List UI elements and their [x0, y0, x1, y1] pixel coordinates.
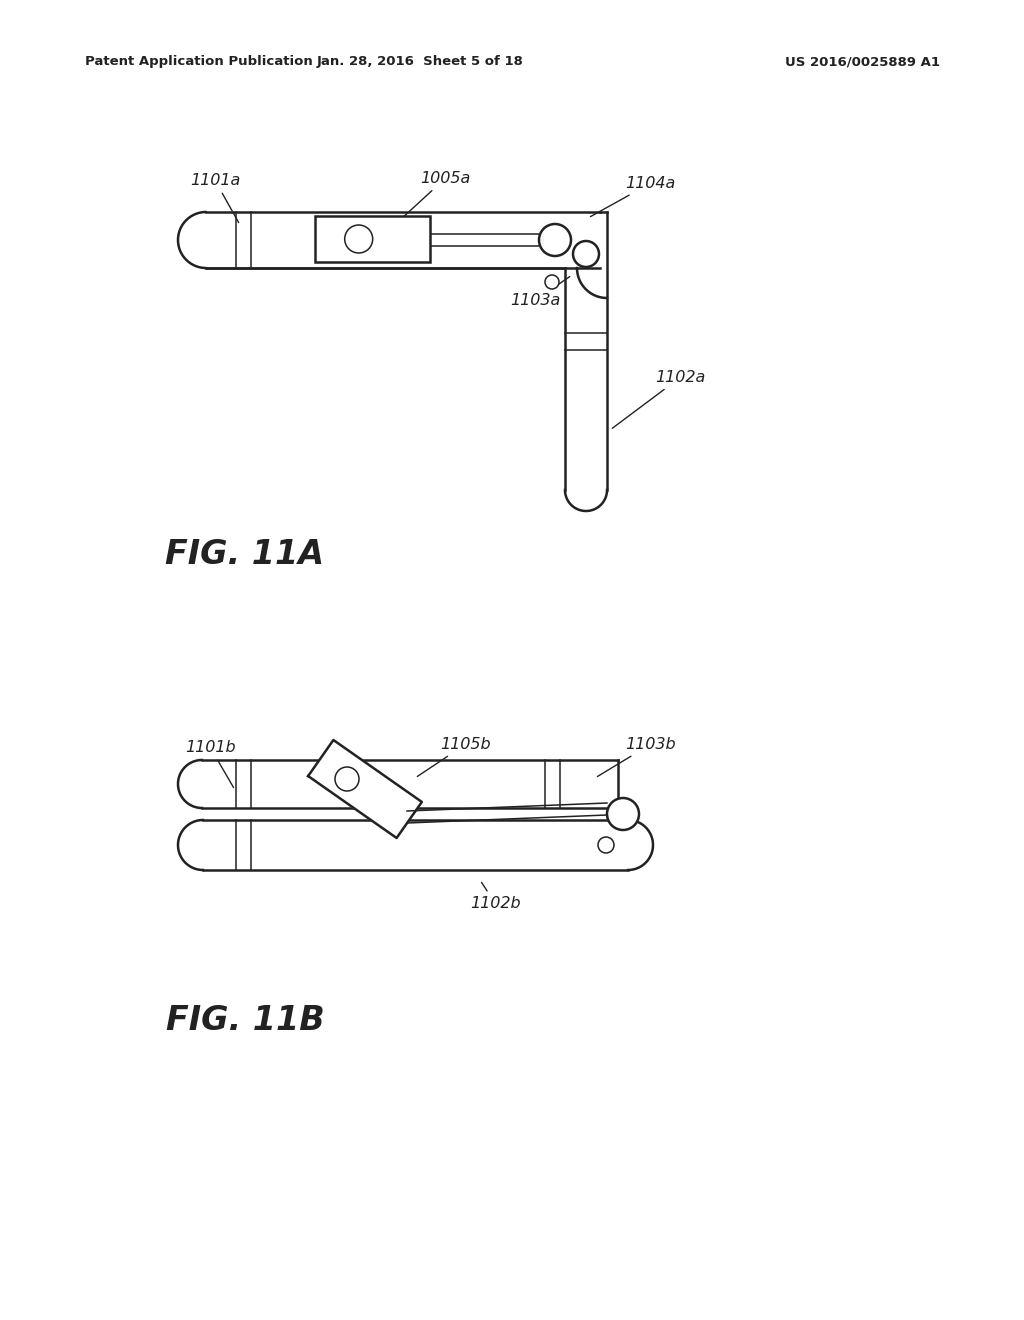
Text: 1104a: 1104a [591, 176, 675, 216]
Circle shape [345, 224, 373, 253]
Text: 1101b: 1101b [185, 741, 236, 788]
Text: 1103a: 1103a [510, 277, 569, 308]
Text: 1103b: 1103b [597, 737, 676, 776]
Text: FIG. 11B: FIG. 11B [166, 1003, 325, 1036]
Text: US 2016/0025889 A1: US 2016/0025889 A1 [785, 55, 940, 69]
Text: 1102a: 1102a [612, 370, 706, 428]
Bar [315, 216, 430, 261]
Circle shape [335, 767, 359, 791]
Polygon shape [308, 741, 422, 838]
Circle shape [573, 242, 599, 267]
Circle shape [539, 224, 571, 256]
Text: Jan. 28, 2016  Sheet 5 of 18: Jan. 28, 2016 Sheet 5 of 18 [316, 55, 523, 69]
Text: 1105b: 1105b [418, 737, 490, 776]
Circle shape [545, 275, 559, 289]
Text: 1005a: 1005a [402, 172, 470, 218]
Circle shape [598, 837, 614, 853]
Text: 1102b: 1102b [470, 882, 520, 911]
Text: FIG. 11A: FIG. 11A [166, 539, 325, 572]
Text: 1101a: 1101a [190, 173, 241, 223]
Text: Patent Application Publication: Patent Application Publication [85, 55, 312, 69]
Circle shape [607, 799, 639, 830]
